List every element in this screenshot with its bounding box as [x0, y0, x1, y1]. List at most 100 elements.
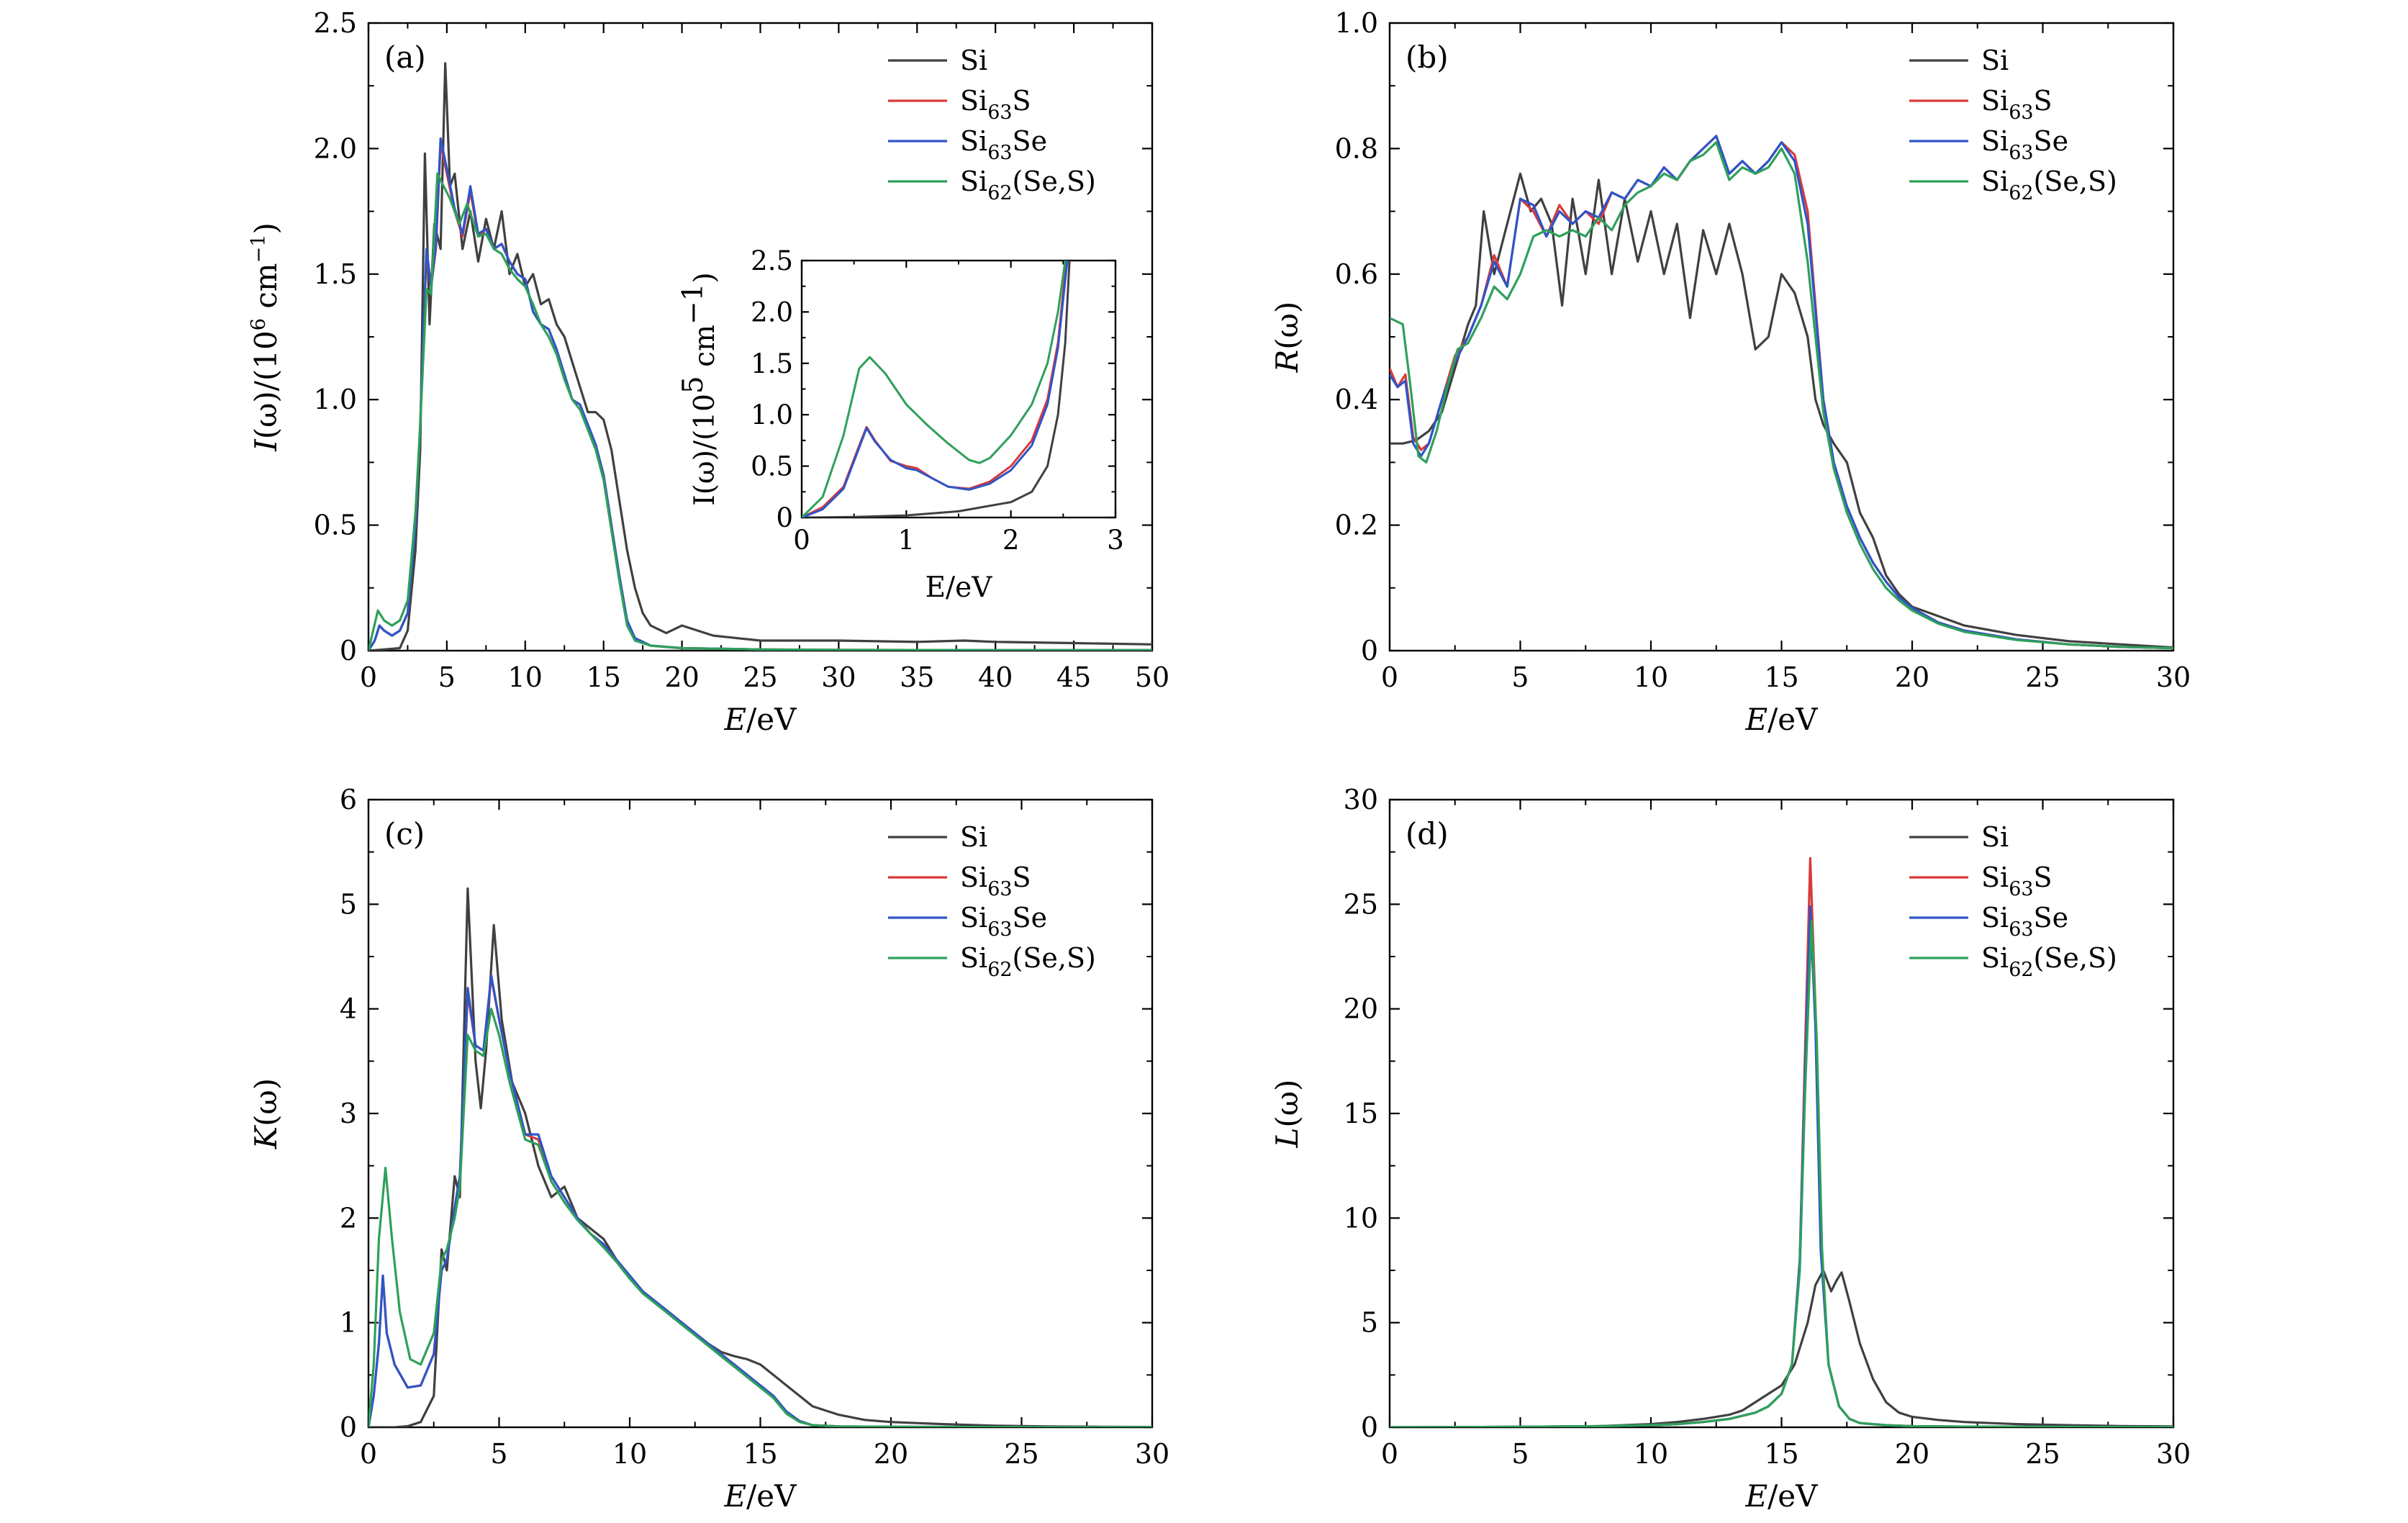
series-group: [368, 62, 1152, 651]
legend-label: Si: [1981, 45, 2009, 76]
x-tick-label: 15: [1764, 1438, 1798, 1470]
x-tick-label: 25: [1004, 1438, 1038, 1470]
x-tick-label: 0: [360, 1438, 377, 1470]
x-tick-label: 1: [898, 525, 915, 556]
y-tick-label: 1: [340, 1307, 357, 1339]
y-tick-label: 1.0: [314, 384, 357, 415]
y-axis-title: R(ω): [1269, 302, 1305, 374]
x-tick-label: 0: [1381, 1438, 1398, 1470]
x-tick-label: 20: [874, 1438, 908, 1470]
y-tick-label: 5: [1361, 1307, 1378, 1339]
x-tick-label: 35: [900, 661, 934, 693]
x-tick-label: 40: [978, 661, 1013, 693]
y-tick-label: 10: [1344, 1202, 1378, 1234]
x-axis-title: E/eV: [1744, 702, 1818, 737]
x-tick-label: 20: [1895, 661, 1929, 693]
inset-y-axis-title: I(ω)/(105 cm−1): [677, 272, 721, 505]
legend-label: Si62(Se,S): [1981, 166, 2117, 204]
series-group: [368, 887, 1152, 1427]
inset-chart: 0 1 2 3 0 0.5 1.0 1.5 2.0 2.5 E/eV I(ω)/(105 cm−1): [677, 245, 1124, 604]
x-tick-label: 3: [1107, 525, 1124, 556]
y-tick-label: 0.4: [1335, 384, 1378, 415]
x-tick-label: 10: [612, 1438, 647, 1470]
x-tick-label: 45: [1056, 661, 1091, 693]
y-tick-label: 0: [1361, 1411, 1378, 1443]
panel-c: 0 5 10 15 20 25 300123456(c)E/eVK(ω)SiSi63SSi6…: [248, 784, 1169, 1514]
legend-label: Si63Se: [960, 902, 1047, 941]
panel-b: 0 5 10 15 20 25 30 0 0.2 0.4 0.6 0.8 1.0 (b) E/eV R(ω) S…: [1269, 7, 2191, 737]
x-tick-label: 30: [821, 661, 856, 693]
legend-label: Si62(Se,S): [960, 942, 1096, 981]
y-tick-label: 0.2: [1335, 510, 1378, 541]
series-line-si63se: [1390, 905, 2173, 1427]
x-tick-label: 20: [1895, 1438, 1929, 1470]
x-tick-label: 5: [1511, 661, 1529, 693]
series-line-si: [1390, 1269, 2173, 1427]
y-tick-label: 2.0: [751, 297, 793, 327]
x-tick-label: 10: [1634, 661, 1668, 693]
legend-label: Si63S: [960, 862, 1031, 900]
legend-label: Si63S: [960, 85, 1031, 124]
series-line-si62-se-s: [1390, 920, 2173, 1427]
series-line-si62-se-s: [368, 172, 1152, 651]
plot-frame: [1388, 798, 2175, 1429]
y-tick-label: 6: [340, 784, 357, 815]
y-tick-label: 2.5: [751, 245, 793, 276]
y-tick-label: 0.8: [1335, 132, 1378, 164]
plot-frame: [1388, 22, 2175, 652]
x-tick-label: 50: [1135, 661, 1169, 693]
plot-frame: [367, 798, 1154, 1429]
series-line-si63s: [1390, 135, 2173, 650]
series-line-si63se: [368, 974, 1152, 1427]
series-group: [1390, 857, 2173, 1427]
x-tick-label: 10: [508, 661, 543, 693]
x-tick-label: 15: [743, 1438, 777, 1470]
x-tick-label: 30: [2156, 661, 2191, 693]
panel-a: 0 5 10 15 20 25 30 35 40 45 5000.51.01.52.02.5(a)E…: [248, 7, 1169, 737]
x-tick-label: 5: [490, 1438, 507, 1470]
x-axis-title: E/eV: [723, 702, 797, 737]
y-axis-title: K(ω): [248, 1078, 284, 1149]
legend-label: Si: [960, 45, 987, 76]
series-line-si62-se-s: [368, 1008, 1152, 1427]
series-group: [1390, 135, 2173, 650]
x-tick-label: 25: [2025, 1438, 2060, 1470]
panel-label: (b): [1406, 40, 1449, 75]
panel-label: (c): [384, 816, 425, 851]
y-tick-label: 2: [340, 1202, 357, 1234]
x-tick-label: 5: [438, 661, 456, 693]
x-axis-title: E/eV: [1744, 1478, 1818, 1514]
y-tick-label: 0: [1361, 635, 1378, 666]
x-tick-label: 15: [587, 661, 621, 693]
inset-x-axis-title: E/eV: [925, 571, 993, 604]
x-tick-label: 15: [1764, 661, 1798, 693]
y-tick-label: 3: [340, 1098, 357, 1129]
legend-label: Si63S: [1981, 862, 2052, 900]
series-group: [802, 261, 1071, 518]
x-tick-label: 0: [360, 661, 377, 693]
x-tick-label: 2: [1002, 525, 1020, 556]
y-tick-label: 0: [776, 502, 793, 533]
y-axis-title: L(ω): [1269, 1080, 1305, 1149]
series-line-si63se: [1390, 135, 2173, 650]
panel-label: (d): [1406, 816, 1449, 851]
x-tick-label: 30: [2156, 1438, 2191, 1470]
x-tick-label: 5: [1511, 1438, 1529, 1470]
x-tick-label: 25: [2025, 661, 2060, 693]
x-tick-label: 0: [1381, 661, 1398, 693]
y-tick-label: 2.5: [314, 7, 357, 39]
y-axis-title: I(ω)/(106 cm−1): [248, 222, 284, 452]
x-tick-label: 20: [664, 661, 699, 693]
y-tick-label: 5: [340, 888, 357, 920]
series-line-si: [1390, 172, 2173, 649]
legend-label: Si: [960, 821, 987, 853]
x-tick-label: 10: [1634, 1438, 1668, 1470]
legend-label: Si63Se: [1981, 902, 2068, 941]
legend-label: Si: [1981, 821, 2009, 853]
y-tick-label: 0.5: [751, 451, 793, 482]
y-tick-label: 15: [1344, 1098, 1378, 1129]
y-tick-label: 1.5: [751, 348, 793, 379]
x-tick-label: 25: [743, 661, 777, 693]
y-tick-label: 1.0: [751, 399, 793, 430]
